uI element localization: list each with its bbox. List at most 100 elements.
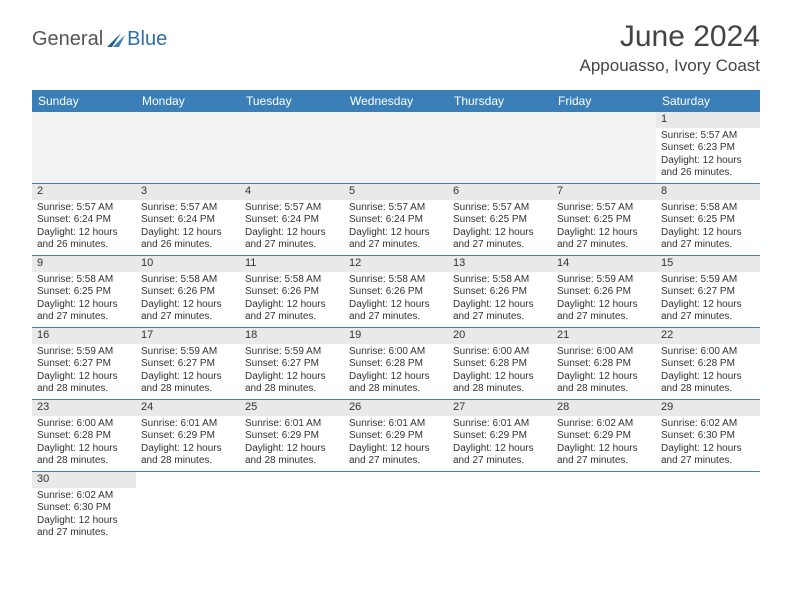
- title-block: June 2024 Appouasso, Ivory Coast: [580, 20, 760, 76]
- header: General Blue June 2024 Appouasso, Ivory …: [0, 0, 792, 84]
- d2-text: and 26 minutes.: [141, 239, 235, 252]
- calendar-cell: 19Sunrise: 6:00 AMSunset: 6:28 PMDayligh…: [344, 328, 448, 400]
- sunset-text: Sunset: 6:27 PM: [661, 286, 755, 299]
- day-number: 19: [344, 328, 448, 344]
- calendar-cell: 22Sunrise: 6:00 AMSunset: 6:28 PMDayligh…: [656, 328, 760, 400]
- d2-text: and 27 minutes.: [661, 455, 755, 468]
- sunset-text: Sunset: 6:27 PM: [37, 358, 131, 371]
- calendar-cell: 17Sunrise: 5:59 AMSunset: 6:27 PMDayligh…: [136, 328, 240, 400]
- day-number: 24: [136, 400, 240, 416]
- dow-wednesday: Wednesday: [344, 90, 448, 112]
- sunset-text: Sunset: 6:27 PM: [141, 358, 235, 371]
- calendar-cell: 13Sunrise: 5:58 AMSunset: 6:26 PMDayligh…: [448, 256, 552, 328]
- calendar-cell: [448, 472, 552, 544]
- calendar-cell: 28Sunrise: 6:02 AMSunset: 6:29 PMDayligh…: [552, 400, 656, 472]
- calendar-cell: 24Sunrise: 6:01 AMSunset: 6:29 PMDayligh…: [136, 400, 240, 472]
- day-number: 30: [32, 472, 136, 488]
- sunset-text: Sunset: 6:23 PM: [661, 142, 755, 155]
- day-number: 15: [656, 256, 760, 272]
- day-number: 25: [240, 400, 344, 416]
- d2-text: and 28 minutes.: [141, 383, 235, 396]
- d2-text: and 27 minutes.: [245, 311, 339, 324]
- day-number: 27: [448, 400, 552, 416]
- calendar-cell: [240, 472, 344, 544]
- d1-text: Daylight: 12 hours: [37, 299, 131, 312]
- d1-text: Daylight: 12 hours: [349, 443, 443, 456]
- d2-text: and 28 minutes.: [557, 383, 651, 396]
- sunrise-text: Sunrise: 5:59 AM: [661, 274, 755, 287]
- sunset-text: Sunset: 6:27 PM: [245, 358, 339, 371]
- sunset-text: Sunset: 6:29 PM: [245, 430, 339, 443]
- day-number: 22: [656, 328, 760, 344]
- calendar-cell: 6Sunrise: 5:57 AMSunset: 6:25 PMDaylight…: [448, 184, 552, 256]
- day-number: 16: [32, 328, 136, 344]
- day-number: 11: [240, 256, 344, 272]
- d2-text: and 28 minutes.: [349, 383, 443, 396]
- logo-text-general: General: [32, 28, 103, 51]
- calendar-cell: [136, 472, 240, 544]
- d1-text: Daylight: 12 hours: [141, 299, 235, 312]
- calendar-body: 1Sunrise: 5:57 AMSunset: 6:23 PMDaylight…: [32, 112, 760, 544]
- calendar-cell: 18Sunrise: 5:59 AMSunset: 6:27 PMDayligh…: [240, 328, 344, 400]
- calendar-cell: [240, 112, 344, 184]
- d2-text: and 26 minutes.: [37, 239, 131, 252]
- calendar-cell: 4Sunrise: 5:57 AMSunset: 6:24 PMDaylight…: [240, 184, 344, 256]
- day-number: 20: [448, 328, 552, 344]
- d1-text: Daylight: 12 hours: [557, 371, 651, 384]
- d1-text: Daylight: 12 hours: [37, 443, 131, 456]
- d1-text: Daylight: 12 hours: [141, 443, 235, 456]
- day-number: 29: [656, 400, 760, 416]
- sunrise-text: Sunrise: 5:57 AM: [37, 202, 131, 215]
- calendar-cell: 30Sunrise: 6:02 AMSunset: 6:30 PMDayligh…: [32, 472, 136, 544]
- d1-text: Daylight: 12 hours: [661, 443, 755, 456]
- dow-monday: Monday: [136, 90, 240, 112]
- d2-text: and 27 minutes.: [661, 239, 755, 252]
- day-number: 9: [32, 256, 136, 272]
- d1-text: Daylight: 12 hours: [245, 443, 339, 456]
- sunset-text: Sunset: 6:30 PM: [37, 502, 131, 515]
- calendar-cell: [136, 112, 240, 184]
- calendar-cell: [344, 472, 448, 544]
- sunrise-text: Sunrise: 6:01 AM: [245, 418, 339, 431]
- day-number: 12: [344, 256, 448, 272]
- d2-text: and 27 minutes.: [37, 527, 131, 540]
- d1-text: Daylight: 12 hours: [453, 227, 547, 240]
- logo-text-blue: Blue: [127, 28, 167, 51]
- sunset-text: Sunset: 6:25 PM: [557, 214, 651, 227]
- d1-text: Daylight: 12 hours: [37, 371, 131, 384]
- sunrise-text: Sunrise: 6:02 AM: [37, 490, 131, 503]
- d2-text: and 28 minutes.: [453, 383, 547, 396]
- day-number: 26: [344, 400, 448, 416]
- calendar-cell: 20Sunrise: 6:00 AMSunset: 6:28 PMDayligh…: [448, 328, 552, 400]
- sunrise-text: Sunrise: 6:01 AM: [349, 418, 443, 431]
- d2-text: and 27 minutes.: [349, 311, 443, 324]
- calendar-cell: 8Sunrise: 5:58 AMSunset: 6:25 PMDaylight…: [656, 184, 760, 256]
- sunset-text: Sunset: 6:29 PM: [141, 430, 235, 443]
- sunset-text: Sunset: 6:26 PM: [245, 286, 339, 299]
- d1-text: Daylight: 12 hours: [453, 299, 547, 312]
- d2-text: and 27 minutes.: [349, 455, 443, 468]
- d1-text: Daylight: 12 hours: [557, 227, 651, 240]
- d1-text: Daylight: 12 hours: [661, 371, 755, 384]
- day-number: 21: [552, 328, 656, 344]
- day-number: 10: [136, 256, 240, 272]
- dow-sunday: Sunday: [32, 90, 136, 112]
- sunset-text: Sunset: 6:28 PM: [453, 358, 547, 371]
- d2-text: and 27 minutes.: [141, 311, 235, 324]
- d2-text: and 27 minutes.: [453, 311, 547, 324]
- d1-text: Daylight: 12 hours: [37, 227, 131, 240]
- d1-text: Daylight: 12 hours: [661, 299, 755, 312]
- calendar-cell: [448, 112, 552, 184]
- d2-text: and 28 minutes.: [37, 455, 131, 468]
- day-number: 18: [240, 328, 344, 344]
- sunset-text: Sunset: 6:29 PM: [453, 430, 547, 443]
- logo: General Blue: [32, 28, 167, 51]
- sunrise-text: Sunrise: 5:58 AM: [141, 274, 235, 287]
- d1-text: Daylight: 12 hours: [245, 371, 339, 384]
- sunset-text: Sunset: 6:25 PM: [453, 214, 547, 227]
- d2-text: and 26 minutes.: [661, 167, 755, 180]
- sunrise-text: Sunrise: 5:58 AM: [37, 274, 131, 287]
- d2-text: and 28 minutes.: [245, 455, 339, 468]
- d1-text: Daylight: 12 hours: [557, 443, 651, 456]
- sunset-text: Sunset: 6:26 PM: [141, 286, 235, 299]
